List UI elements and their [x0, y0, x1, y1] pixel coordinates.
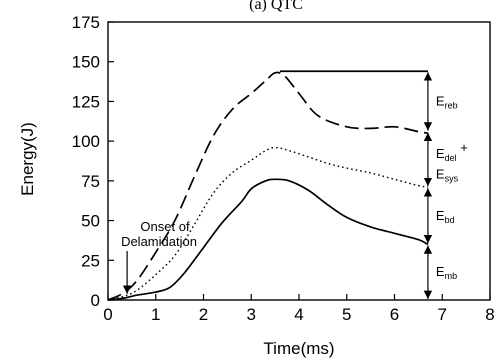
y-tick-label: 150 — [72, 53, 100, 72]
x-tick-label: 0 — [103, 305, 112, 324]
x-tick-label: 4 — [294, 305, 303, 324]
series-layer — [107, 70, 429, 301]
plot-frame — [107, 21, 491, 301]
e-bd-label: Ebd — [436, 208, 455, 225]
y-tick-label: 0 — [91, 291, 100, 310]
x-axis-title: Time(ms) — [263, 339, 334, 358]
y-axis-title: Energy(J) — [18, 122, 37, 196]
series-line-dashed — [107, 71, 429, 301]
series-line-solid — [107, 178, 429, 301]
x-tick-label: 2 — [199, 305, 208, 324]
onset-label-line1: Onset of — [140, 219, 190, 234]
x-tick-label: 3 — [247, 305, 256, 324]
y-tick-label: 175 — [72, 13, 100, 32]
e-sys-label: Esys — [436, 167, 459, 184]
onset-label-line2: Delamidation — [121, 234, 197, 249]
y-tick-label: 75 — [81, 172, 100, 191]
y-tick-label: 125 — [72, 92, 100, 111]
e-del-label: Edel + — [436, 140, 468, 163]
x-tick-label: 8 — [485, 305, 494, 324]
series-line-dotted — [107, 146, 429, 301]
x-tick-label: 5 — [342, 305, 351, 324]
axis-ticks: 0 1 2 3 4 5 6 7 8 0 25 50 75 100 125 150 175 — [72, 13, 495, 324]
e-mb-label: Emb — [436, 264, 457, 281]
x-tick-label: 6 — [390, 305, 399, 324]
y-tick-label: 100 — [72, 132, 100, 151]
e-reb-label: Ereb — [436, 93, 458, 110]
y-tick-label: 25 — [81, 251, 100, 270]
x-tick-label: 7 — [438, 305, 447, 324]
y-tick-label: 50 — [81, 212, 100, 231]
x-tick-label: 1 — [151, 305, 160, 324]
chart-title: (a) QTC — [249, 0, 303, 13]
